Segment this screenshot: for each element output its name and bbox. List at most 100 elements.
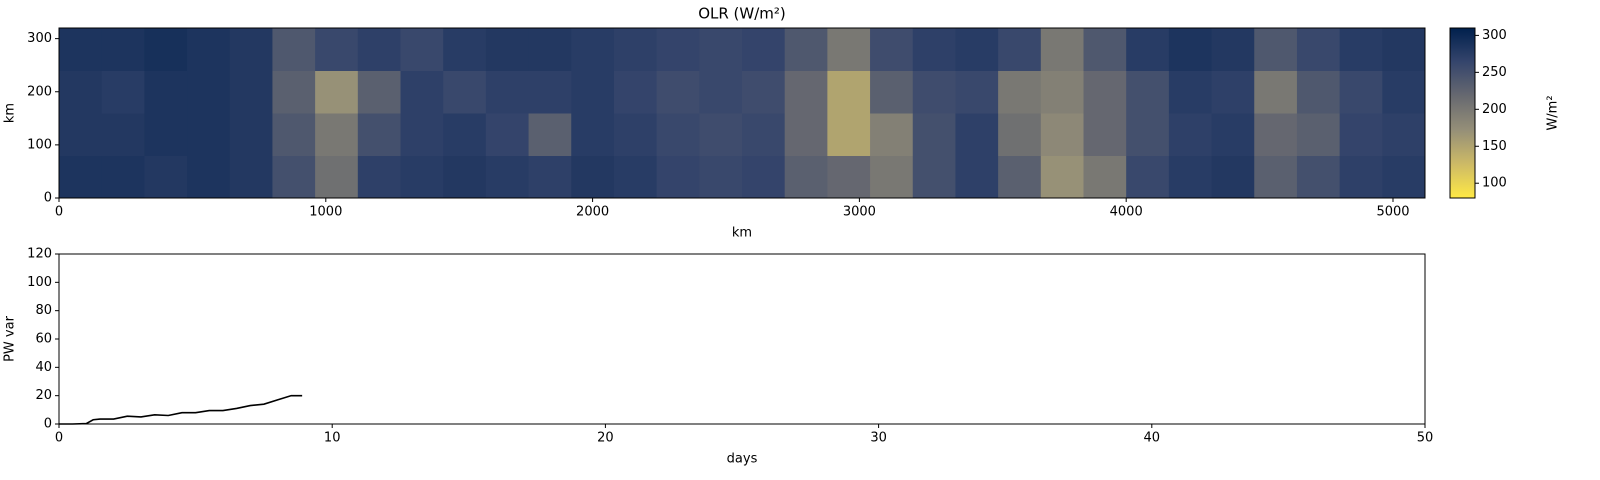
heatmap-cell	[357, 70, 401, 114]
heatmap-cell	[1382, 70, 1426, 114]
heatmap-cell	[229, 28, 273, 71]
heatmap-cell	[1211, 28, 1255, 71]
heatmap-cell	[742, 28, 786, 71]
x-tick-label: 20	[597, 431, 614, 446]
line-series	[59, 394, 303, 425]
heatmap-cell	[571, 113, 615, 156]
heatmap-cell	[528, 28, 572, 71]
heatmap-cell	[1126, 155, 1170, 199]
x-tick-label: 3000	[843, 205, 876, 220]
heatmap-cell	[443, 28, 487, 71]
heatmap-cell	[699, 113, 743, 156]
heatmap-cell	[784, 70, 828, 114]
y-tick-label: 60	[35, 332, 52, 347]
heatmap-cell	[400, 113, 444, 156]
heatmap-cell	[571, 155, 615, 199]
heatmap-cell	[870, 28, 914, 71]
heatmap-cell	[1168, 113, 1213, 156]
heatmap-cell	[827, 113, 871, 156]
heatmap-cell	[59, 113, 103, 156]
heatmap-cell	[699, 155, 743, 199]
heatmap-cell	[357, 113, 401, 156]
heatmap-cell	[912, 155, 956, 199]
heatmap-cell	[1126, 28, 1170, 71]
x-tick-label: 5000	[1376, 205, 1409, 220]
heatmap-cell	[1168, 28, 1213, 71]
heatmap-cell	[998, 113, 1042, 156]
heatmap-cell	[1083, 70, 1127, 114]
heatmap-cell	[485, 28, 530, 71]
heatmap-cell	[272, 113, 316, 156]
heatmap-cell	[1040, 70, 1084, 114]
heatmap-cell	[1126, 70, 1170, 114]
colorbar-tick-label: 150	[1482, 139, 1507, 154]
heatmap-cell	[784, 113, 828, 156]
y-tick-label: 80	[35, 303, 52, 318]
heatmap-cell	[1211, 70, 1255, 114]
heatmap-cell	[613, 113, 658, 156]
x-tick-label: 4000	[1110, 205, 1143, 220]
heatmap-cell	[1083, 113, 1127, 156]
heatmap-cell	[59, 28, 103, 71]
x-tick-label: 2000	[576, 205, 609, 220]
heatmap-cell	[101, 70, 145, 114]
heatmap-cell	[187, 28, 231, 71]
heatmap-cell	[443, 113, 487, 156]
heatmap-cell	[656, 28, 700, 71]
heatmap-cell	[1211, 113, 1255, 156]
colorbar-label: W/m²	[1546, 95, 1561, 130]
x-tick-label: 0	[55, 205, 63, 220]
heatmap-cell	[1254, 113, 1298, 156]
y-tick-label: 300	[27, 31, 52, 46]
heatmap-cell	[101, 155, 145, 199]
x-tick-label: 0	[55, 431, 63, 446]
heatmap-cell	[400, 28, 444, 71]
heatmap-cell	[315, 70, 359, 114]
heatmap-cell	[187, 155, 231, 199]
heatmap-cell	[1168, 70, 1213, 114]
x-axis-label: km	[732, 226, 752, 241]
heatmap-cell	[187, 70, 231, 114]
heatmap-cell	[656, 155, 700, 199]
y-tick-label: 100	[27, 137, 52, 152]
x-tick-label: 30	[870, 431, 887, 446]
heatmap-cell	[144, 155, 188, 199]
heatmap-cell	[400, 70, 444, 114]
heatmap-cell	[1339, 70, 1383, 114]
heatmap-cell	[1040, 28, 1084, 71]
heatmap-cell	[955, 155, 999, 199]
heatmap-cell	[827, 70, 871, 114]
heatmap-cell	[1339, 28, 1383, 71]
heatmap-cell	[101, 28, 145, 71]
heatmap-cell	[912, 113, 956, 156]
heatmap-cell	[870, 70, 914, 114]
heatmap-cell	[357, 28, 401, 71]
x-tick-label: 50	[1417, 431, 1434, 446]
heatmap-cell	[742, 70, 786, 114]
heatmap-cell	[784, 155, 828, 199]
colorbar-tick-label: 250	[1482, 65, 1507, 80]
heatmap-cell	[955, 113, 999, 156]
heatmap-cell	[784, 28, 828, 71]
heatmap-cell	[315, 155, 359, 199]
heatmap-cell	[1040, 113, 1084, 156]
heatmap-cell	[955, 70, 999, 114]
heatmap-cell	[229, 113, 273, 156]
heatmap-cell	[998, 155, 1042, 199]
heatmap-cell	[998, 70, 1042, 114]
heatmap-cell	[1254, 70, 1298, 114]
heatmap-cell	[1296, 70, 1341, 114]
heatmap-cell	[1296, 113, 1341, 156]
heatmap-cell	[1083, 28, 1127, 71]
heatmap-cell	[272, 70, 316, 114]
heatmap-cell	[742, 155, 786, 199]
heatmap-cell	[59, 70, 103, 114]
heatmap-cells	[59, 28, 1426, 199]
heatmap-cell	[485, 70, 530, 114]
y-tick-label: 20	[35, 388, 52, 403]
heatmap-cell	[101, 113, 145, 156]
heatmap-cell	[699, 28, 743, 71]
heatmap-cell	[229, 70, 273, 114]
heatmap-cell	[357, 155, 401, 199]
